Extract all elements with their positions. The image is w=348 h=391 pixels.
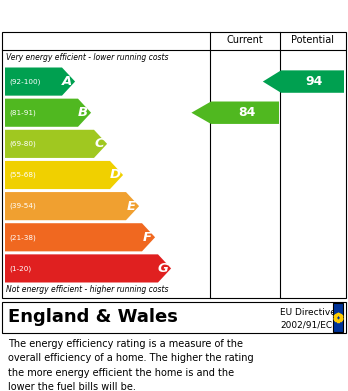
Text: (55-68): (55-68)	[9, 172, 36, 178]
Polygon shape	[191, 102, 279, 124]
Polygon shape	[5, 161, 123, 189]
Text: A: A	[62, 75, 72, 88]
Polygon shape	[5, 99, 91, 127]
Text: (81-91): (81-91)	[9, 109, 36, 116]
Text: Energy Efficiency Rating: Energy Efficiency Rating	[8, 7, 218, 23]
Bar	[333, 303, 343, 332]
Text: Very energy efficient - lower running costs: Very energy efficient - lower running co…	[6, 53, 168, 62]
Text: Not energy efficient - higher running costs: Not energy efficient - higher running co…	[6, 285, 168, 294]
Text: (1-20): (1-20)	[9, 265, 31, 272]
Polygon shape	[263, 70, 344, 93]
Text: C: C	[94, 137, 104, 151]
Polygon shape	[5, 192, 139, 220]
Text: 2002/91/EC: 2002/91/EC	[280, 320, 332, 329]
Text: (39-54): (39-54)	[9, 203, 36, 210]
Polygon shape	[5, 130, 107, 158]
Text: The energy efficiency rating is a measure of the
overall efficiency of a home. T: The energy efficiency rating is a measur…	[8, 339, 254, 391]
Text: E: E	[127, 200, 136, 213]
Polygon shape	[5, 223, 155, 251]
Text: F: F	[143, 231, 152, 244]
Text: 94: 94	[306, 75, 323, 88]
Polygon shape	[5, 68, 75, 96]
Text: (69-80): (69-80)	[9, 141, 36, 147]
Text: G: G	[158, 262, 168, 275]
Text: Current: Current	[227, 35, 263, 45]
Text: 84: 84	[238, 106, 256, 119]
Polygon shape	[5, 255, 171, 283]
Bar	[2, 302, 346, 333]
Text: (21-38): (21-38)	[9, 234, 36, 240]
Text: EU Directive: EU Directive	[280, 308, 336, 317]
Text: Potential: Potential	[291, 35, 334, 45]
Text: D: D	[110, 169, 120, 181]
Text: (92-100): (92-100)	[9, 78, 40, 85]
Text: England & Wales: England & Wales	[8, 308, 178, 326]
Text: B: B	[78, 106, 88, 119]
